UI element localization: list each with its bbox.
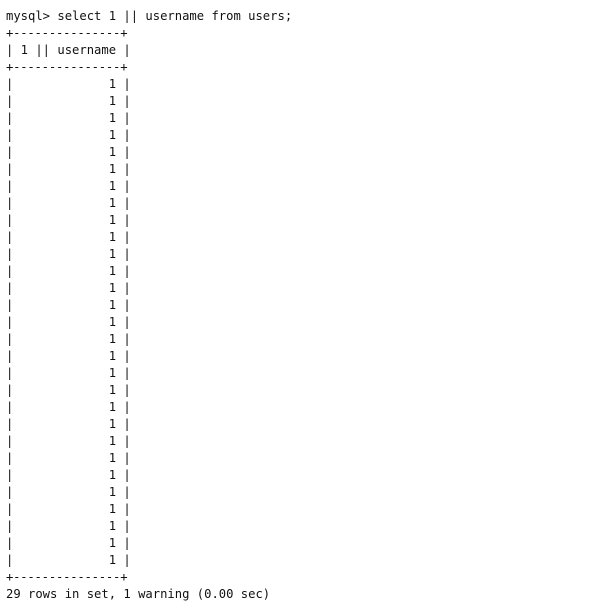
table-row: | 1 | xyxy=(6,366,131,380)
table-row: | 1 | xyxy=(6,400,131,414)
table-border-top: +---------------+ xyxy=(6,26,128,40)
table-row: | 1 | xyxy=(6,94,131,108)
table-row: | 1 | xyxy=(6,383,131,397)
table-row: | 1 | xyxy=(6,162,131,176)
command-line: mysql> select 1 || username from users; xyxy=(6,9,293,23)
table-row: | 1 | xyxy=(6,519,131,533)
table-row: | 1 | xyxy=(6,332,131,346)
table-border-bottom: +---------------+ xyxy=(6,570,128,584)
table-row: | 1 | xyxy=(6,281,131,295)
table-row: | 1 | xyxy=(6,196,131,210)
table-row: | 1 | xyxy=(6,349,131,363)
table-row: | 1 | xyxy=(6,553,131,567)
table-row: | 1 | xyxy=(6,77,131,91)
table-row: | 1 | xyxy=(6,247,131,261)
table-row: | 1 | xyxy=(6,128,131,142)
result-summary: 29 rows in set, 1 warning (0.00 sec) xyxy=(6,587,271,601)
table-row: | 1 | xyxy=(6,451,131,465)
table-row: | 1 | xyxy=(6,264,131,278)
table-row: | 1 | xyxy=(6,230,131,244)
table-row: | 1 | xyxy=(6,417,131,431)
table-row: | 1 | xyxy=(6,502,131,516)
table-border-header: +---------------+ xyxy=(6,60,128,74)
table-row: | 1 | xyxy=(6,536,131,550)
table-header: | 1 || username | xyxy=(6,43,131,57)
table-row: | 1 | xyxy=(6,485,131,499)
table-row: | 1 | xyxy=(6,298,131,312)
table-row: | 1 | xyxy=(6,434,131,448)
table-row: | 1 | xyxy=(6,468,131,482)
result-rows: | 1 | | 1 | | 1 | | 1 | | 1 | | 1 | | 1 | | 1 |… xyxy=(6,76,606,569)
table-row: | 1 | xyxy=(6,315,131,329)
table-row: | 1 | xyxy=(6,179,131,193)
table-row: | 1 | xyxy=(6,213,131,227)
table-row: | 1 | xyxy=(6,111,131,125)
table-row: | 1 | xyxy=(6,145,131,159)
